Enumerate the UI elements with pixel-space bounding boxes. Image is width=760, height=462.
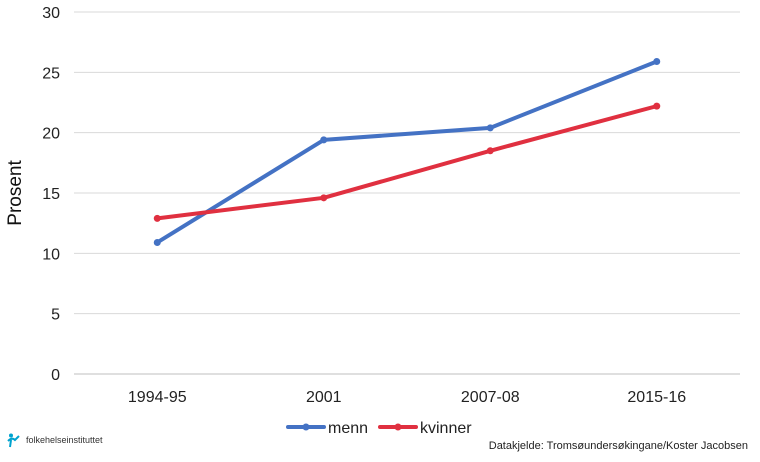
fhi-logo-icon xyxy=(7,433,20,448)
x-tick-label: 1994-95 xyxy=(128,389,187,406)
series-line-kvinner xyxy=(155,104,659,221)
data-point-menn xyxy=(320,136,328,144)
x-tick-label: 2001 xyxy=(306,389,342,406)
y-tick-label: 15 xyxy=(42,186,60,203)
data-point-kvinner xyxy=(153,214,161,222)
data-point-menn xyxy=(653,57,661,65)
y-tick-label: 30 xyxy=(42,5,60,22)
data-point-menn xyxy=(153,238,161,246)
legend-label-menn: menn xyxy=(328,420,368,437)
y-tick-label: 20 xyxy=(42,126,60,143)
legend-label-kvinner: kvinner xyxy=(420,420,472,437)
fhi-logo: folkehelseinstituttet xyxy=(6,432,103,448)
legend-marker-kvinner xyxy=(394,423,402,431)
data-point-menn xyxy=(486,124,494,132)
y-tick-label: 25 xyxy=(42,65,60,82)
y-tick-label: 10 xyxy=(42,246,60,263)
x-tick-label: 2015-16 xyxy=(627,389,686,406)
data-point-kvinner xyxy=(486,147,494,155)
y-tick-label: 5 xyxy=(51,307,60,324)
logo-text: folkehelseinstituttet xyxy=(26,435,103,445)
data-point-kvinner xyxy=(653,102,661,110)
series-line-menn xyxy=(155,59,659,245)
data-point-kvinner xyxy=(320,194,328,202)
y-axis-title: Prosent xyxy=(5,160,26,226)
y-tick-label: 0 xyxy=(51,367,60,384)
data-source-credit: Datakjelde: Tromsøundersøkingane/Koster … xyxy=(488,440,748,452)
legend-marker-menn xyxy=(302,423,310,431)
x-tick-label: 2007-08 xyxy=(461,389,520,406)
